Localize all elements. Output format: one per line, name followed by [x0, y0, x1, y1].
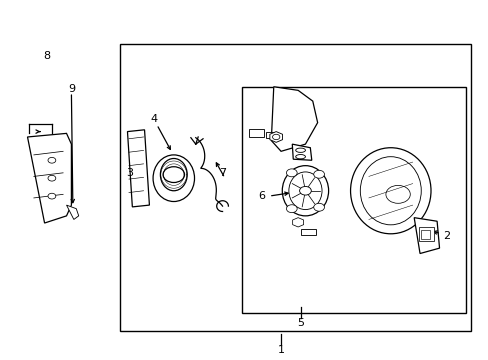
Text: 3: 3 — [126, 168, 133, 178]
Circle shape — [313, 203, 324, 211]
Ellipse shape — [295, 148, 305, 152]
Circle shape — [385, 185, 409, 203]
Polygon shape — [292, 144, 311, 160]
Circle shape — [48, 193, 56, 199]
Polygon shape — [269, 132, 282, 142]
Circle shape — [272, 134, 279, 140]
Ellipse shape — [360, 157, 420, 225]
Bar — [266, 132, 277, 138]
Text: 5: 5 — [297, 319, 304, 328]
Text: 6: 6 — [258, 191, 264, 201]
Polygon shape — [27, 134, 71, 223]
Text: 2: 2 — [443, 231, 449, 240]
Circle shape — [48, 175, 56, 181]
Ellipse shape — [153, 155, 194, 202]
Bar — [249, 129, 264, 137]
Bar — [120, 44, 470, 330]
Bar — [300, 229, 316, 234]
Circle shape — [299, 186, 311, 195]
Ellipse shape — [288, 172, 322, 210]
Circle shape — [286, 205, 297, 213]
Text: 8: 8 — [43, 51, 50, 61]
Text: 4: 4 — [150, 114, 158, 124]
Bar — [420, 230, 429, 239]
Circle shape — [163, 167, 184, 183]
Text: 7: 7 — [219, 168, 225, 178]
Text: 9: 9 — [68, 84, 75, 94]
Circle shape — [48, 157, 56, 163]
Polygon shape — [127, 130, 149, 207]
Polygon shape — [413, 218, 439, 253]
Polygon shape — [292, 218, 303, 227]
Circle shape — [286, 169, 297, 177]
Text: 1: 1 — [277, 345, 284, 355]
Ellipse shape — [350, 148, 430, 234]
Ellipse shape — [282, 166, 328, 216]
Ellipse shape — [160, 158, 187, 191]
Circle shape — [313, 170, 324, 178]
Bar — [418, 227, 433, 241]
Ellipse shape — [295, 154, 305, 159]
Bar — [242, 87, 466, 313]
Polygon shape — [271, 87, 317, 151]
Polygon shape — [66, 205, 79, 220]
